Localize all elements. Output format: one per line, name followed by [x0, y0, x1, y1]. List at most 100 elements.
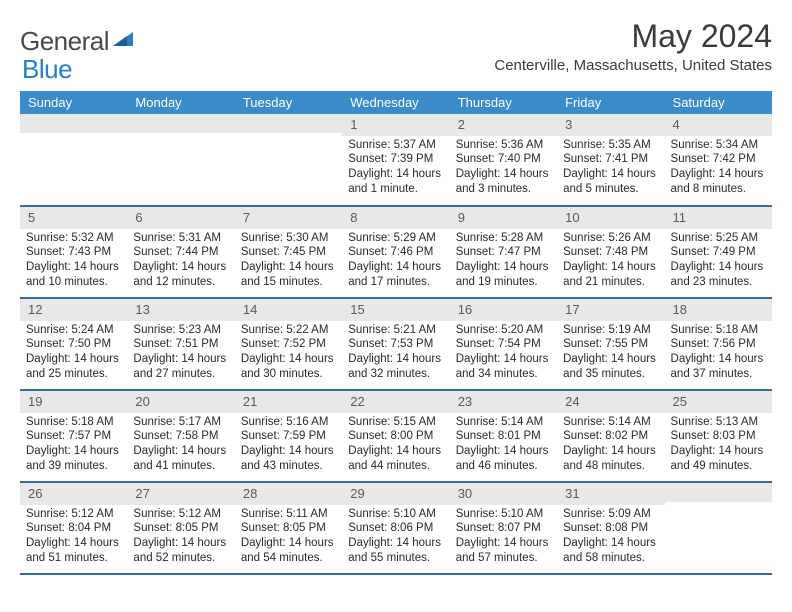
day-cell: 25Sunrise: 5:13 AMSunset: 8:03 PMDayligh… — [665, 390, 772, 482]
day-details: Sunrise: 5:17 AMSunset: 7:58 PMDaylight:… — [127, 413, 234, 479]
daylight-line: Daylight: 14 hours and 30 minutes. — [241, 352, 336, 382]
daylight-line: Daylight: 14 hours and 21 minutes. — [563, 260, 658, 290]
day-details: Sunrise: 5:11 AMSunset: 8:05 PMDaylight:… — [235, 505, 342, 571]
sunset-line: Sunset: 8:00 PM — [348, 429, 443, 444]
day-number: 9 — [450, 207, 557, 229]
sunrise-line: Sunrise: 5:09 AM — [563, 507, 658, 522]
daylight-line: Daylight: 14 hours and 34 minutes. — [456, 352, 551, 382]
calendar-body: 1Sunrise: 5:37 AMSunset: 7:39 PMDaylight… — [20, 114, 772, 574]
sunrise-line: Sunrise: 5:34 AM — [671, 138, 766, 153]
day-details: Sunrise: 5:12 AMSunset: 8:04 PMDaylight:… — [20, 505, 127, 571]
day-cell: 5Sunrise: 5:32 AMSunset: 7:43 PMDaylight… — [20, 206, 127, 298]
daylight-line: Daylight: 14 hours and 57 minutes. — [456, 536, 551, 566]
week-row: 12Sunrise: 5:24 AMSunset: 7:50 PMDayligh… — [20, 298, 772, 390]
day-details: Sunrise: 5:25 AMSunset: 7:49 PMDaylight:… — [665, 229, 772, 295]
sunrise-line: Sunrise: 5:32 AM — [26, 231, 121, 246]
day-cell — [665, 482, 772, 574]
day-number: 13 — [127, 299, 234, 321]
day-cell: 27Sunrise: 5:12 AMSunset: 8:05 PMDayligh… — [127, 482, 234, 574]
day-details: Sunrise: 5:35 AMSunset: 7:41 PMDaylight:… — [557, 136, 664, 202]
sunrise-line: Sunrise: 5:19 AM — [563, 323, 658, 338]
daylight-line: Daylight: 14 hours and 48 minutes. — [563, 444, 658, 474]
day-number-empty — [20, 114, 127, 133]
day-cell: 3Sunrise: 5:35 AMSunset: 7:41 PMDaylight… — [557, 114, 664, 206]
sunset-line: Sunset: 7:58 PM — [133, 429, 228, 444]
day-number-empty — [235, 114, 342, 133]
daylight-line: Daylight: 14 hours and 46 minutes. — [456, 444, 551, 474]
day-cell: 13Sunrise: 5:23 AMSunset: 7:51 PMDayligh… — [127, 298, 234, 390]
day-cell: 7Sunrise: 5:30 AMSunset: 7:45 PMDaylight… — [235, 206, 342, 298]
sunrise-line: Sunrise: 5:36 AM — [456, 138, 551, 153]
daylight-line: Daylight: 14 hours and 1 minute. — [348, 167, 443, 197]
day-cell — [235, 114, 342, 206]
day-number: 1 — [342, 114, 449, 136]
daylight-line: Daylight: 14 hours and 49 minutes. — [671, 444, 766, 474]
day-details: Sunrise: 5:09 AMSunset: 8:08 PMDaylight:… — [557, 505, 664, 571]
daylight-line: Daylight: 14 hours and 41 minutes. — [133, 444, 228, 474]
day-number: 4 — [665, 114, 772, 136]
day-number: 7 — [235, 207, 342, 229]
sunrise-line: Sunrise: 5:23 AM — [133, 323, 228, 338]
day-details: Sunrise: 5:30 AMSunset: 7:45 PMDaylight:… — [235, 229, 342, 295]
dayhead-sun: Sunday — [20, 91, 127, 114]
day-number: 24 — [557, 391, 664, 413]
day-cell: 22Sunrise: 5:15 AMSunset: 8:00 PMDayligh… — [342, 390, 449, 482]
day-cell: 9Sunrise: 5:28 AMSunset: 7:47 PMDaylight… — [450, 206, 557, 298]
week-row: 1Sunrise: 5:37 AMSunset: 7:39 PMDaylight… — [20, 114, 772, 206]
day-details: Sunrise: 5:18 AMSunset: 7:57 PMDaylight:… — [20, 413, 127, 479]
day-number: 29 — [342, 483, 449, 505]
day-details: Sunrise: 5:37 AMSunset: 7:39 PMDaylight:… — [342, 136, 449, 202]
daylight-line: Daylight: 14 hours and 5 minutes. — [563, 167, 658, 197]
logo: General — [20, 18, 137, 57]
sunrise-line: Sunrise: 5:20 AM — [456, 323, 551, 338]
daylight-line: Daylight: 14 hours and 44 minutes. — [348, 444, 443, 474]
day-header-row: Sunday Monday Tuesday Wednesday Thursday… — [20, 91, 772, 114]
calendar-table: Sunday Monday Tuesday Wednesday Thursday… — [20, 91, 772, 575]
day-cell: 28Sunrise: 5:11 AMSunset: 8:05 PMDayligh… — [235, 482, 342, 574]
sunrise-line: Sunrise: 5:25 AM — [671, 231, 766, 246]
sunrise-line: Sunrise: 5:28 AM — [456, 231, 551, 246]
day-number-empty — [127, 114, 234, 133]
dayhead-mon: Monday — [127, 91, 234, 114]
sunset-line: Sunset: 7:44 PM — [133, 245, 228, 260]
daylight-line: Daylight: 14 hours and 55 minutes. — [348, 536, 443, 566]
sunset-line: Sunset: 8:04 PM — [26, 521, 121, 536]
day-cell: 2Sunrise: 5:36 AMSunset: 7:40 PMDaylight… — [450, 114, 557, 206]
day-cell: 23Sunrise: 5:14 AMSunset: 8:01 PMDayligh… — [450, 390, 557, 482]
day-number: 19 — [20, 391, 127, 413]
day-cell: 10Sunrise: 5:26 AMSunset: 7:48 PMDayligh… — [557, 206, 664, 298]
day-cell: 29Sunrise: 5:10 AMSunset: 8:06 PMDayligh… — [342, 482, 449, 574]
logo-triangle-icon — [113, 30, 135, 53]
location: Centerville, Massachusetts, United State… — [494, 57, 772, 74]
sunrise-line: Sunrise: 5:12 AM — [133, 507, 228, 522]
day-details: Sunrise: 5:29 AMSunset: 7:46 PMDaylight:… — [342, 229, 449, 295]
day-details: Sunrise: 5:22 AMSunset: 7:52 PMDaylight:… — [235, 321, 342, 387]
day-number: 3 — [557, 114, 664, 136]
day-details: Sunrise: 5:16 AMSunset: 7:59 PMDaylight:… — [235, 413, 342, 479]
day-details: Sunrise: 5:12 AMSunset: 8:05 PMDaylight:… — [127, 505, 234, 571]
day-cell: 18Sunrise: 5:18 AMSunset: 7:56 PMDayligh… — [665, 298, 772, 390]
sunset-line: Sunset: 7:53 PM — [348, 337, 443, 352]
day-number: 8 — [342, 207, 449, 229]
day-cell: 30Sunrise: 5:10 AMSunset: 8:07 PMDayligh… — [450, 482, 557, 574]
day-number: 16 — [450, 299, 557, 321]
week-row: 19Sunrise: 5:18 AMSunset: 7:57 PMDayligh… — [20, 390, 772, 482]
sunset-line: Sunset: 7:55 PM — [563, 337, 658, 352]
daylight-line: Daylight: 14 hours and 17 minutes. — [348, 260, 443, 290]
sunrise-line: Sunrise: 5:18 AM — [671, 323, 766, 338]
day-details: Sunrise: 5:26 AMSunset: 7:48 PMDaylight:… — [557, 229, 664, 295]
daylight-line: Daylight: 14 hours and 43 minutes. — [241, 444, 336, 474]
sunset-line: Sunset: 8:06 PM — [348, 521, 443, 536]
day-number: 31 — [557, 483, 664, 505]
day-number: 21 — [235, 391, 342, 413]
daylight-line: Daylight: 14 hours and 58 minutes. — [563, 536, 658, 566]
day-number: 6 — [127, 207, 234, 229]
day-number: 11 — [665, 207, 772, 229]
dayhead-thu: Thursday — [450, 91, 557, 114]
day-cell: 6Sunrise: 5:31 AMSunset: 7:44 PMDaylight… — [127, 206, 234, 298]
sunrise-line: Sunrise: 5:31 AM — [133, 231, 228, 246]
sunset-line: Sunset: 8:05 PM — [133, 521, 228, 536]
daylight-line: Daylight: 14 hours and 35 minutes. — [563, 352, 658, 382]
dayhead-fri: Friday — [557, 91, 664, 114]
sunset-line: Sunset: 8:03 PM — [671, 429, 766, 444]
